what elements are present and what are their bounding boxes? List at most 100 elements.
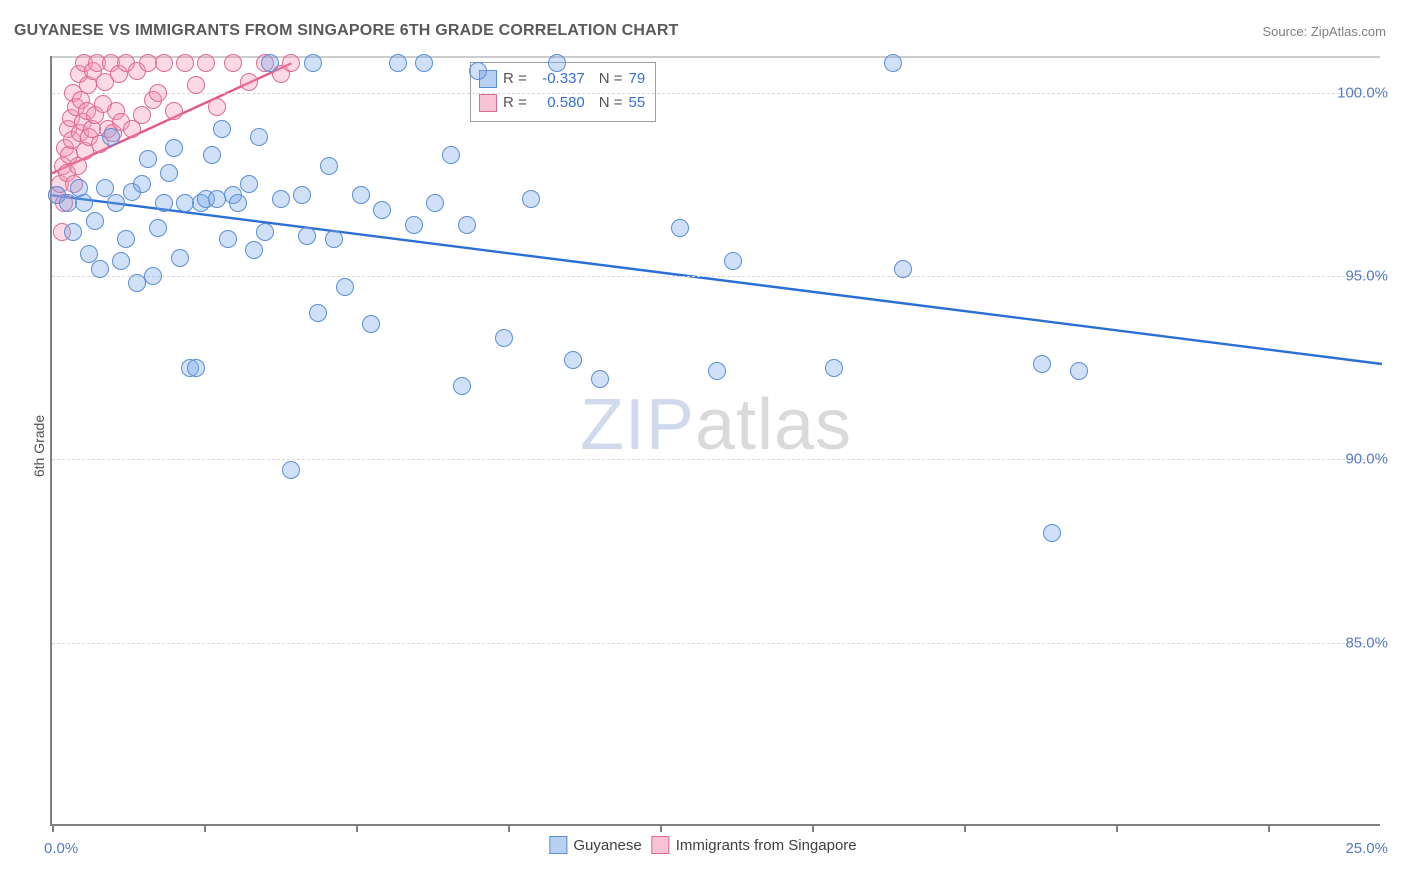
bottom-legend-item: Guyanese xyxy=(549,836,641,854)
grid-line-h xyxy=(52,643,1380,644)
grid-line-h xyxy=(52,93,1380,94)
data-point xyxy=(171,249,189,267)
stat-r-label: R = xyxy=(503,67,527,91)
legend-stat-row: R =0.580 N = 55 xyxy=(479,91,645,115)
data-point xyxy=(373,201,391,219)
data-point xyxy=(149,84,167,102)
grid-line-top xyxy=(52,56,1380,58)
data-point xyxy=(405,216,423,234)
data-point xyxy=(240,73,258,91)
data-point xyxy=(250,128,268,146)
data-point xyxy=(724,252,742,270)
x-tick xyxy=(356,824,358,832)
data-point xyxy=(203,146,221,164)
data-point xyxy=(64,223,82,241)
watermark-atlas: atlas xyxy=(695,385,852,465)
data-point xyxy=(591,370,609,388)
data-point xyxy=(1070,362,1088,380)
stat-n-value: 79 xyxy=(629,67,646,91)
stat-r-value: 0.580 xyxy=(533,91,585,115)
data-point xyxy=(256,223,274,241)
x-axis-max-label: 25.0% xyxy=(1345,840,1388,857)
data-point xyxy=(165,102,183,120)
data-point xyxy=(139,150,157,168)
data-point xyxy=(107,194,125,212)
data-point xyxy=(884,54,902,72)
x-tick xyxy=(660,824,662,832)
data-point xyxy=(123,120,141,138)
data-point xyxy=(102,128,120,146)
data-point xyxy=(282,54,300,72)
data-point xyxy=(304,54,322,72)
data-point xyxy=(224,54,242,72)
data-point xyxy=(160,164,178,182)
data-point xyxy=(117,230,135,248)
trend-lines-svg xyxy=(52,56,1382,826)
data-point xyxy=(442,146,460,164)
y-tick-label: 90.0% xyxy=(1345,451,1388,468)
x-tick xyxy=(812,824,814,832)
data-point xyxy=(293,186,311,204)
data-point xyxy=(282,461,300,479)
data-point xyxy=(309,304,327,322)
y-tick-label: 85.0% xyxy=(1345,634,1388,651)
watermark-zip: ZIP xyxy=(580,385,695,465)
data-point xyxy=(825,359,843,377)
data-point xyxy=(469,62,487,80)
data-point xyxy=(522,190,540,208)
source-name: ZipAtlas.com xyxy=(1311,24,1386,39)
source-label: Source: xyxy=(1262,24,1310,39)
data-point xyxy=(149,219,167,237)
bottom-legend-label: Immigrants from Singapore xyxy=(676,837,857,854)
data-point xyxy=(165,139,183,157)
data-point xyxy=(894,260,912,278)
data-point xyxy=(415,54,433,72)
data-point xyxy=(458,216,476,234)
data-point xyxy=(75,194,93,212)
x-tick xyxy=(204,824,206,832)
data-point xyxy=(176,54,194,72)
grid-line-h xyxy=(52,459,1380,460)
data-point xyxy=(325,230,343,248)
data-point xyxy=(187,359,205,377)
data-point xyxy=(229,194,247,212)
data-point xyxy=(261,54,279,72)
x-tick xyxy=(508,824,510,832)
data-point xyxy=(336,278,354,296)
stat-n-label: N = xyxy=(599,67,623,91)
x-tick xyxy=(1268,824,1270,832)
data-point xyxy=(671,219,689,237)
data-point xyxy=(548,54,566,72)
data-point xyxy=(213,120,231,138)
source-attribution: Source: ZipAtlas.com xyxy=(1262,24,1386,39)
data-point xyxy=(144,267,162,285)
data-point xyxy=(187,76,205,94)
data-point xyxy=(564,351,582,369)
data-point xyxy=(155,54,173,72)
grid-line-h xyxy=(52,276,1380,277)
chart-title: GUYANESE VS IMMIGRANTS FROM SINGAPORE 6T… xyxy=(14,22,679,40)
data-point xyxy=(352,186,370,204)
data-point xyxy=(86,212,104,230)
data-point xyxy=(708,362,726,380)
data-point xyxy=(1043,524,1061,542)
x-tick xyxy=(964,824,966,832)
trend-line xyxy=(52,195,1382,364)
data-point xyxy=(1033,355,1051,373)
data-point xyxy=(197,54,215,72)
x-tick xyxy=(1116,824,1118,832)
bottom-legend: Guyanese Immigrants from Singapore xyxy=(549,836,856,854)
stat-n-label: N = xyxy=(599,91,623,115)
data-point xyxy=(426,194,444,212)
data-point xyxy=(362,315,380,333)
stat-n-value: 55 xyxy=(629,91,646,115)
x-tick xyxy=(52,824,54,832)
data-point xyxy=(453,377,471,395)
stat-r-label: R = xyxy=(503,91,527,115)
legend-swatch xyxy=(549,836,567,854)
data-point xyxy=(155,194,173,212)
data-point xyxy=(389,54,407,72)
plot-area: ZIPatlas R =-0.337N = 79R =0.580N = 55 xyxy=(50,56,1380,826)
y-axis-label: 6th Grade xyxy=(31,415,47,477)
x-axis-min-label: 0.0% xyxy=(44,840,78,857)
